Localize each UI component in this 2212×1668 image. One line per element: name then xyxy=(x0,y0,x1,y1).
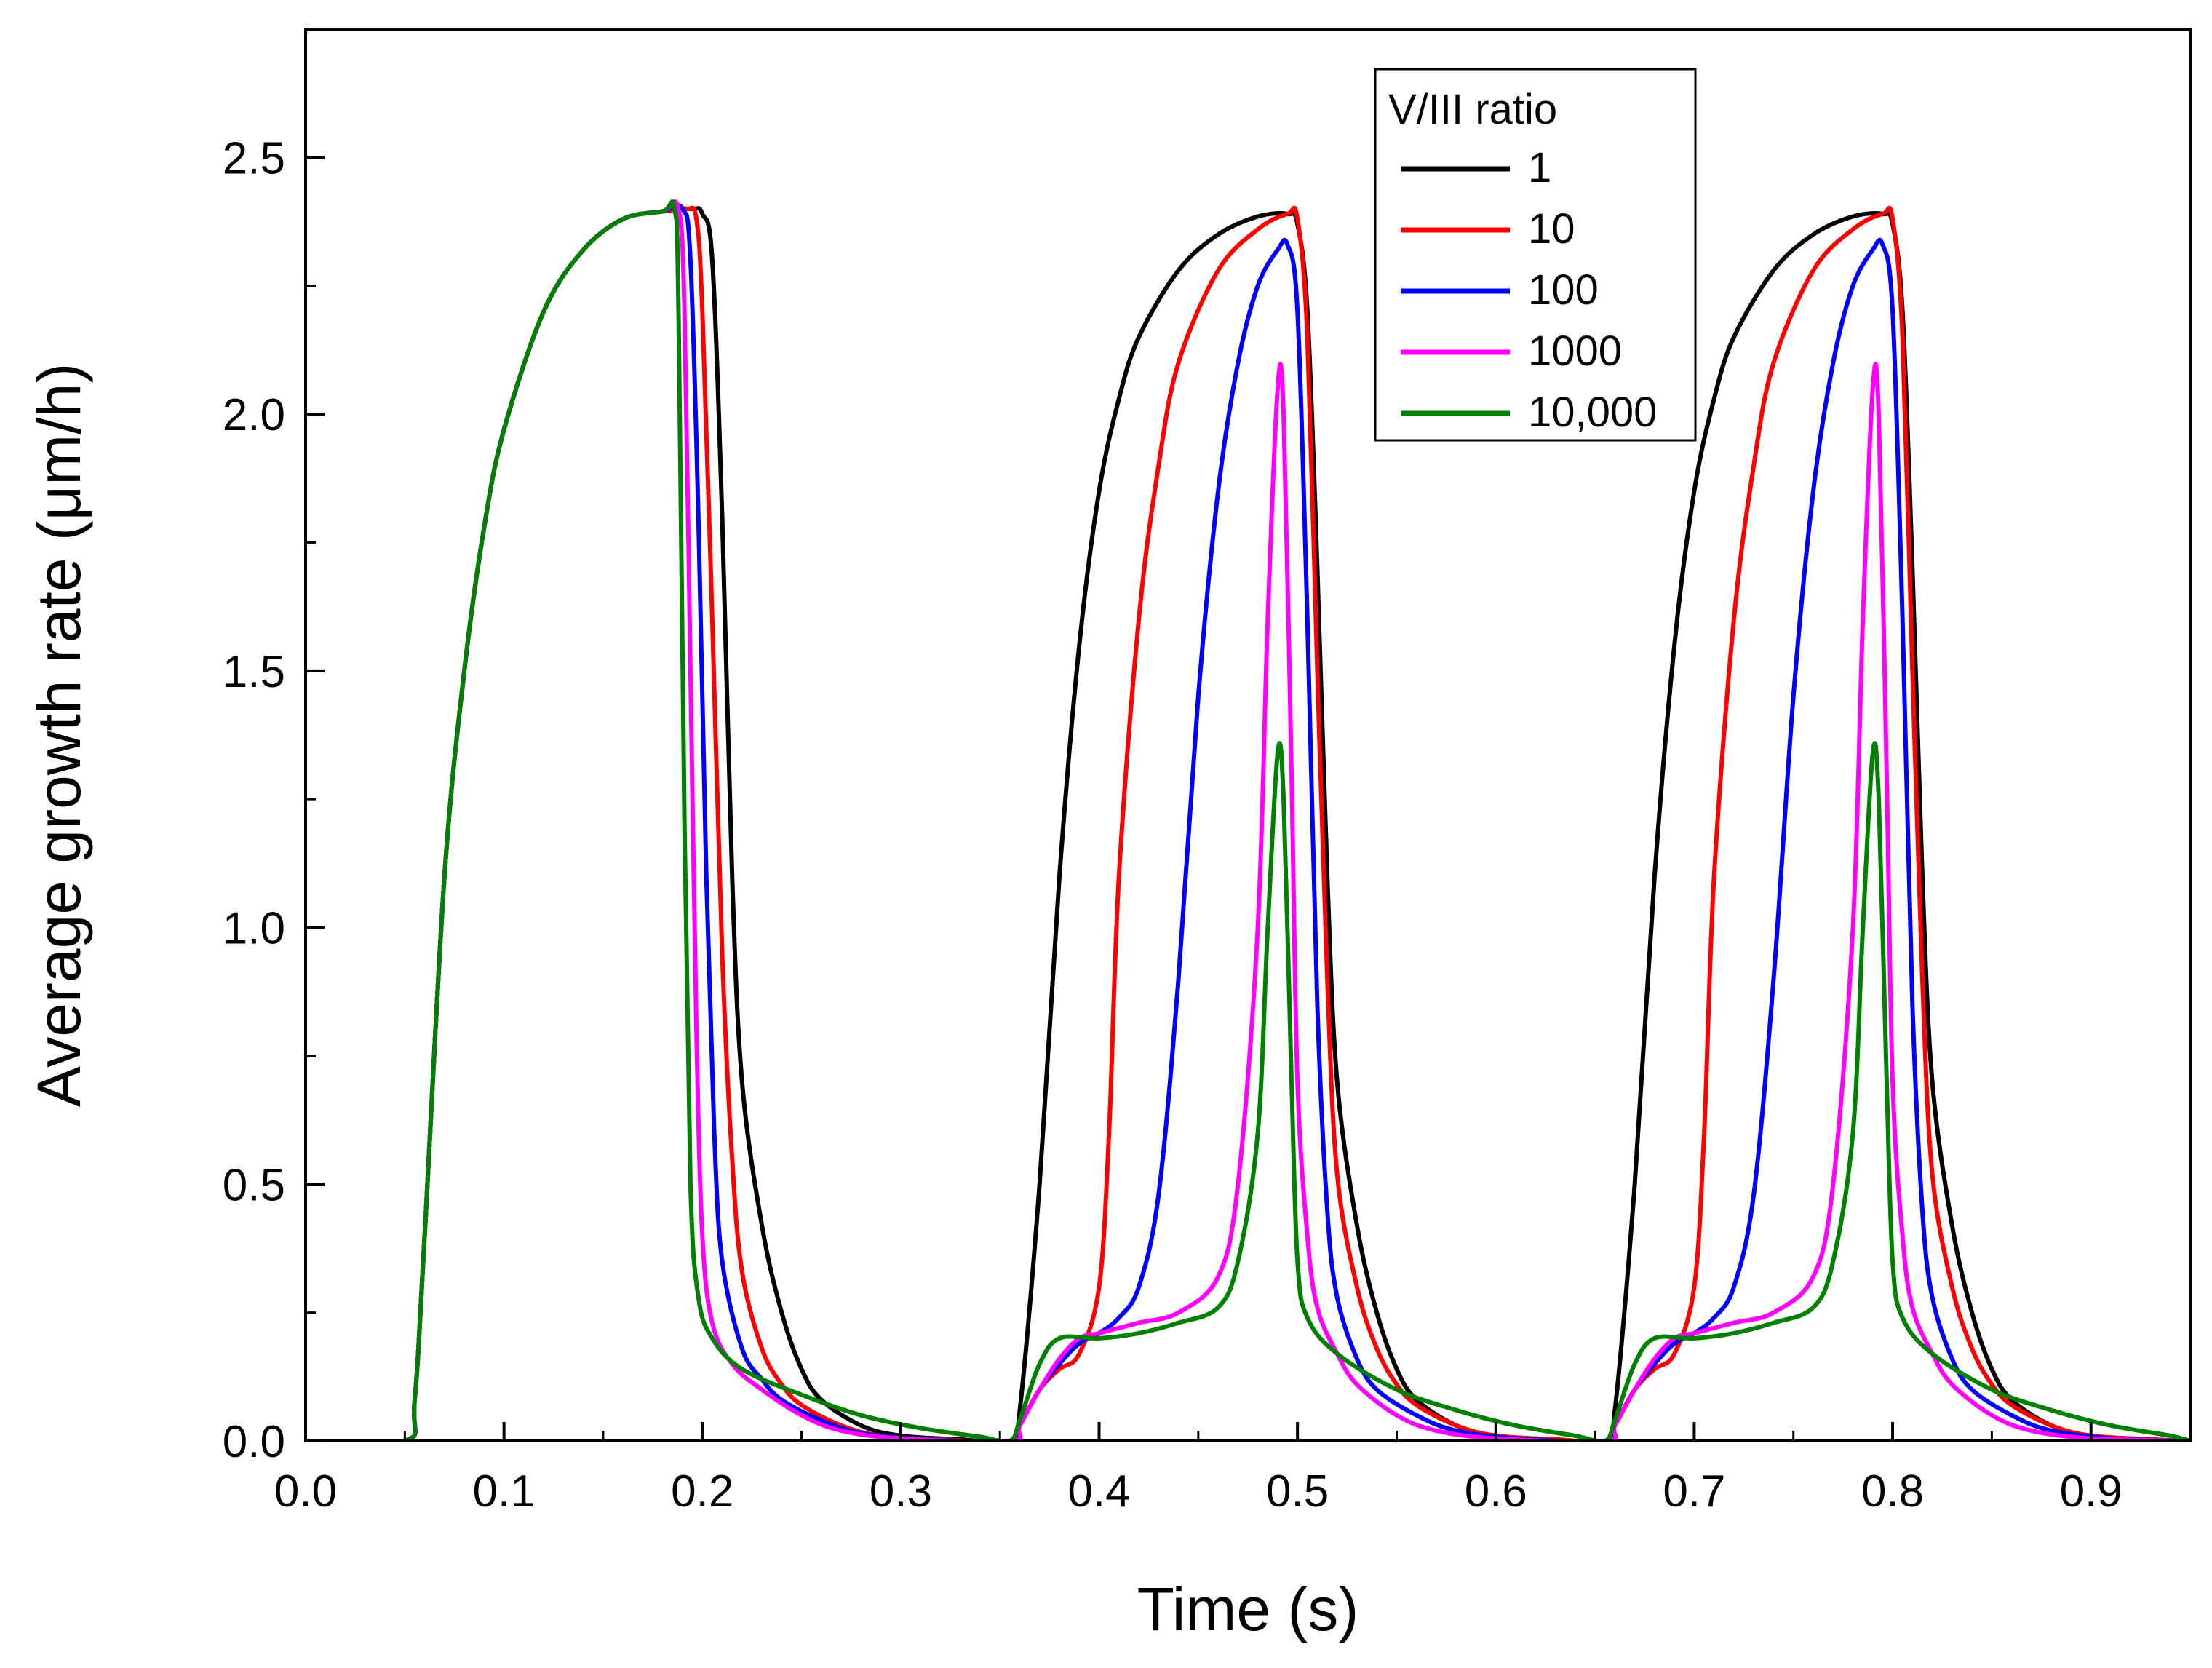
series-layer xyxy=(306,199,2190,1441)
legend-label: 1000 xyxy=(1528,327,1622,375)
series-line-10 xyxy=(306,205,2190,1441)
legend-label: 100 xyxy=(1528,266,1599,314)
y-tick-label: 0.0 xyxy=(223,1417,285,1467)
x-axis: 0.0 0.1 0.2 0.3 0.4 0.5 0.6 0.7 0.8 0.9 xyxy=(274,1422,2123,1517)
legend-label: 10 xyxy=(1528,205,1575,253)
x-tick-label: 0.1 xyxy=(473,1466,536,1517)
x-tick-label: 0.5 xyxy=(1266,1466,1329,1517)
series-line-10000 xyxy=(306,199,2190,1441)
y-tick-label: 0.5 xyxy=(223,1160,285,1210)
y-tick-label: 1.5 xyxy=(223,647,285,697)
legend-title: V/III ratio xyxy=(1388,86,1557,133)
legend-box xyxy=(1374,68,1697,442)
x-tick-label: 0.4 xyxy=(1067,1466,1130,1517)
legend: V/III ratio 1 10 100 1000 10,000 xyxy=(1374,68,1697,442)
y-tick-label: 1.0 xyxy=(223,904,285,954)
series-line-100 xyxy=(306,203,2190,1441)
x-tick-label: 0.9 xyxy=(2060,1466,2123,1517)
x-tick-label: 0.8 xyxy=(1861,1466,1924,1517)
y-axis: 0.0 0.5 1.0 1.5 2.0 2.5 xyxy=(223,133,325,1467)
x-tick-label: 0.3 xyxy=(870,1466,932,1517)
legend-label: 10,000 xyxy=(1528,389,1657,436)
x-tick-label: 0.6 xyxy=(1465,1466,1527,1517)
x-tick-label: 0.2 xyxy=(671,1466,733,1517)
x-tick-label: 0.0 xyxy=(274,1466,337,1517)
plot-frame xyxy=(304,28,2192,1442)
y-tick-label: 2.0 xyxy=(223,390,285,440)
legend-items: 1 10 100 1000 10,000 xyxy=(1401,144,1657,436)
legend-label: 1 xyxy=(1528,144,1551,191)
x-tick-label: 0.7 xyxy=(1663,1466,1725,1517)
x-axis-title: Time (s) xyxy=(1137,1575,1359,1643)
y-tick-label: 2.5 xyxy=(223,133,285,183)
y-axis-title: Average growth rate (μm/h) xyxy=(25,363,93,1108)
